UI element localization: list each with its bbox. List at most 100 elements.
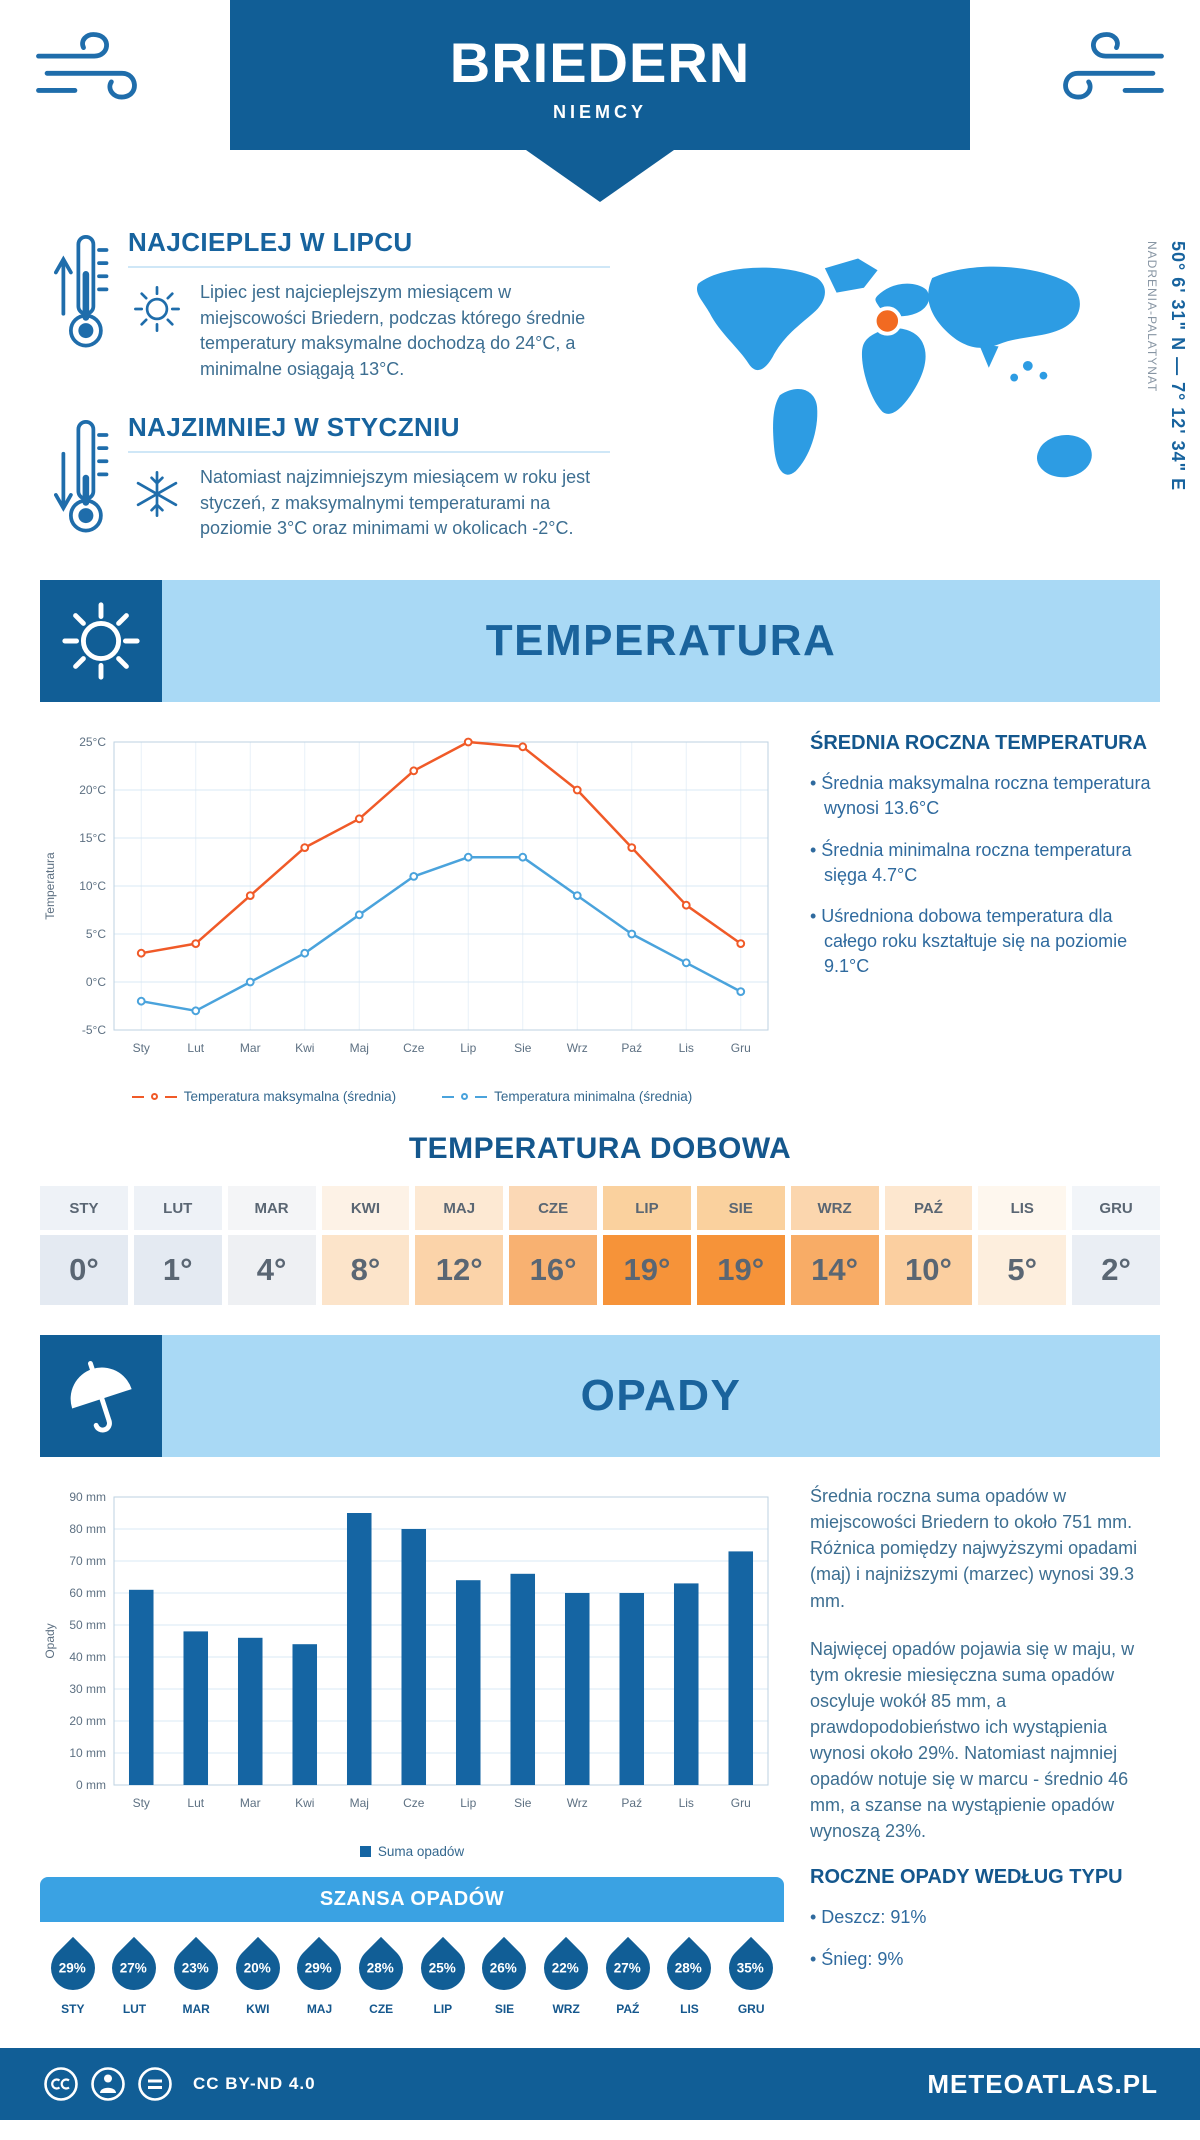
- chance-month-label: WRZ: [552, 2002, 580, 2017]
- month-column: STY 0°: [40, 1186, 128, 1306]
- month-column: CZE 16°: [509, 1186, 597, 1306]
- month-temperature: 8°: [321, 1235, 410, 1306]
- month-column: MAJ 12°: [415, 1186, 504, 1306]
- precipitation-type-bullets: • Deszcz: 91% • Śnieg: 9%: [810, 1905, 1160, 1971]
- month-temperature: 12°: [415, 1235, 504, 1306]
- svg-text:Paź: Paź: [621, 1796, 642, 1810]
- cc-nd-icon: [138, 2067, 172, 2101]
- raindrop-icon: 25%: [411, 1937, 474, 2000]
- temperature-chart-legend: Temperatura maksymalna (średnia) Temperat…: [40, 1089, 784, 1104]
- warmest-heading: NAJCIEPLEJ W LIPCU: [128, 227, 610, 268]
- month-temperature: 2°: [1072, 1235, 1160, 1306]
- footer: CC BY-ND 4.0 METEOATLAS.PL: [0, 2048, 1200, 2121]
- month-temperature: 16°: [509, 1235, 597, 1306]
- month-header: LIS: [978, 1186, 1067, 1231]
- coordinates-block: NADRENIA-PALATYNAT 50° 6' 31" N — 7° 12'…: [1145, 227, 1192, 491]
- svg-text:Opady: Opady: [43, 1624, 57, 1659]
- legend-item: Temperatura maksymalna (średnia): [131, 1089, 396, 1104]
- svg-text:Mar: Mar: [240, 1041, 261, 1055]
- svg-text:Lip: Lip: [460, 1796, 476, 1810]
- svg-text:20 mm: 20 mm: [69, 1714, 106, 1728]
- month-temperature: 5°: [978, 1235, 1067, 1306]
- sun-banner-icon: [62, 602, 140, 680]
- month-header: LUT: [133, 1186, 222, 1231]
- svg-text:90 mm: 90 mm: [69, 1490, 106, 1504]
- cc-by-icon: [91, 2067, 125, 2101]
- wind-icon: [1063, 32, 1164, 100]
- precipitation-chance-block: SZANSA OPADÓW 29% STY 27% LUT 23% MAR 20% KWI 29…: [40, 1877, 784, 2016]
- svg-text:Sty: Sty: [133, 1041, 150, 1055]
- bullet-item: • Śnieg: 9%: [810, 1948, 904, 1969]
- month-temperature: 0°: [40, 1235, 128, 1306]
- coldest-text: Natomiast najzimniejszym miesiącem w rok…: [200, 467, 591, 539]
- raindrop-icon: 28%: [658, 1937, 721, 2000]
- raindrop-icon: 23%: [165, 1937, 228, 2000]
- svg-text:80 mm: 80 mm: [69, 1522, 106, 1536]
- month-column: SIE 19°: [696, 1186, 785, 1306]
- bullet-item: • Średnia minimalna roczna temperatura s…: [810, 839, 1132, 885]
- page-title: BRIEDERN: [449, 31, 751, 94]
- raindrop-icon: 28%: [350, 1937, 413, 2000]
- chance-item: 22% WRZ: [535, 1930, 598, 2017]
- cc-icon: [44, 2067, 78, 2101]
- month-temperature: 19°: [603, 1235, 691, 1306]
- month-header: CZE: [509, 1186, 597, 1231]
- svg-text:0°C: 0°C: [86, 975, 106, 989]
- svg-text:0 mm: 0 mm: [76, 1778, 106, 1792]
- svg-text:50 mm: 50 mm: [69, 1618, 106, 1632]
- temperature-section-title: TEMPERATURA: [485, 616, 837, 666]
- daily-temperature-heading: TEMPERATURA DOBOWA: [408, 1132, 792, 1166]
- chance-month-label: SIE: [494, 2002, 515, 2017]
- month-header: MAJ: [415, 1186, 504, 1231]
- precipitation-content: 0 mm 10 mm 20 mm 30 mm 40 mm 50 mm 60 mm 70 mm 8…: [0, 1457, 1200, 2022]
- svg-text:40 mm: 40 mm: [69, 1650, 106, 1664]
- chance-item: 25% LIP: [411, 1930, 474, 2016]
- warmest-month-block: NAJCIEPLEJ W LIPCU Lipiec jest najcieple…: [54, 227, 654, 382]
- svg-text:15°C: 15°C: [79, 831, 106, 845]
- svg-text:Sty: Sty: [133, 1796, 150, 1810]
- month-header: LIP: [603, 1186, 691, 1231]
- brand-link[interactable]: METEOATLAS.PL: [927, 2068, 1158, 2099]
- chance-month-label: LUT: [122, 2002, 147, 2017]
- bullet-item: • Uśredniona dobowa temperatura dla całe…: [810, 905, 1128, 977]
- month-header: GRU: [1072, 1186, 1160, 1231]
- svg-text:5°C: 5°C: [86, 927, 106, 941]
- coldest-heading: NAJZIMNIEJ W STYCZNIU: [128, 412, 610, 454]
- svg-text:Sie: Sie: [514, 1041, 532, 1055]
- svg-text:Mar: Mar: [240, 1796, 261, 1810]
- svg-text:Cze: Cze: [403, 1041, 425, 1055]
- chance-item: 35% GRU: [720, 1930, 783, 2016]
- svg-text:Gru: Gru: [731, 1041, 751, 1055]
- svg-text:Kwi: Kwi: [295, 1796, 314, 1810]
- svg-text:Maj: Maj: [350, 1041, 369, 1055]
- temperature-summary-bullets: • Średnia maksymalna roczna temperatura …: [810, 771, 1160, 979]
- month-header: PAŹ: [884, 1186, 973, 1231]
- snowflake-icon: [136, 471, 178, 518]
- daily-temperature-table: STY 0° LUT 1° MAR 4° KWI 8° MAJ 12° CZE 16° LIP 19° SI…: [40, 1186, 1160, 1306]
- raindrop-icon: 29%: [41, 1937, 104, 2000]
- month-column: PAŹ 10°: [884, 1186, 973, 1306]
- svg-text:10 mm: 10 mm: [69, 1746, 106, 1760]
- chance-item: 29% MAJ: [288, 1930, 351, 2016]
- precipitation-paragraph: Najwięcej opadów pojawia się w maju, w t…: [810, 1638, 1135, 1842]
- month-header: MAR: [227, 1186, 316, 1231]
- chance-item: 20% KWI: [226, 1930, 289, 2016]
- chance-item: 29% STY: [41, 1930, 104, 2016]
- svg-text:Lut: Lut: [187, 1796, 204, 1810]
- svg-text:Wrz: Wrz: [567, 1041, 588, 1055]
- month-temperature: 10°: [884, 1235, 973, 1306]
- umbrella-icon: [70, 1361, 132, 1433]
- chance-month-label: PAŹ: [616, 2002, 640, 2017]
- intro-section: NAJCIEPLEJ W LIPCU Lipiec jest najcieple…: [0, 205, 1200, 576]
- coordinates-label: 50° 6' 31" N — 7° 12' 34" E: [1168, 241, 1188, 492]
- coldest-month-block: NAJZIMNIEJ W STYCZNIU Natomiast najzimni…: [54, 412, 654, 546]
- month-header: STY: [40, 1186, 128, 1231]
- license-label: CC BY-ND 4.0: [193, 2074, 316, 2094]
- temperature-content: -5°C 0°C 5°C 10°C 15°C 20°C 25°C Sty Lut Mar Kwi Ma…: [0, 702, 1200, 1110]
- raindrop-icon: 27%: [596, 1937, 659, 2000]
- raindrop-icon: 20%: [226, 1937, 289, 2000]
- warmest-text: Lipiec jest najcieplejszym miesiącem w m…: [200, 282, 586, 379]
- month-column: LIS 5°: [978, 1186, 1067, 1306]
- svg-text:Paź: Paź: [621, 1041, 642, 1055]
- precipitation-chance-drops: 29% STY 27% LUT 23% MAR 20% KWI 29% MAJ 28% CZE 25% L…: [40, 1922, 784, 2016]
